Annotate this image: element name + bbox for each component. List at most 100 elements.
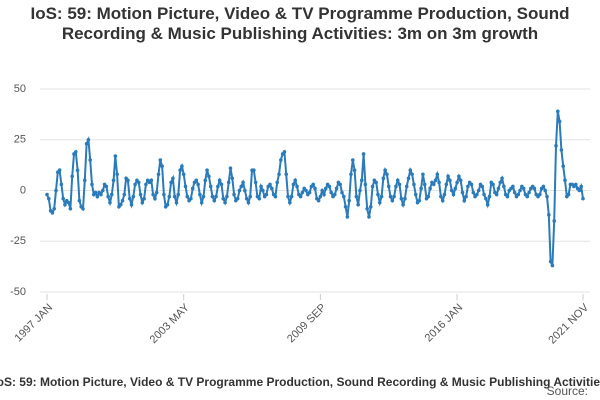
point — [421, 172, 425, 177]
point — [374, 180, 378, 185]
point — [115, 172, 119, 177]
point — [214, 194, 218, 199]
point — [412, 182, 416, 187]
point — [106, 194, 110, 199]
x-tick-label: 2016 JAN — [423, 302, 466, 345]
point — [241, 180, 245, 185]
point — [449, 188, 454, 193]
point — [113, 154, 118, 158]
point — [244, 196, 249, 201]
point — [487, 194, 492, 199]
point — [154, 190, 159, 195]
point — [500, 176, 504, 181]
point — [316, 198, 321, 203]
point — [158, 158, 163, 162]
point — [300, 190, 305, 195]
point — [343, 204, 348, 209]
point — [149, 178, 154, 183]
point — [295, 184, 299, 189]
point — [581, 196, 585, 201]
point — [579, 184, 584, 189]
point — [90, 182, 94, 187]
point — [178, 168, 182, 172]
point — [174, 200, 179, 205]
point — [340, 190, 344, 195]
point — [68, 206, 73, 211]
point — [118, 202, 123, 207]
point — [403, 196, 407, 201]
point — [153, 196, 157, 201]
point — [289, 194, 294, 199]
point — [183, 184, 188, 189]
point — [100, 188, 105, 193]
point — [282, 150, 287, 154]
point — [63, 202, 67, 207]
point — [223, 200, 227, 205]
point — [521, 186, 526, 191]
point — [151, 192, 155, 197]
point — [439, 194, 443, 199]
point — [226, 180, 231, 185]
point — [196, 182, 200, 187]
point — [494, 192, 499, 197]
point — [138, 192, 143, 197]
point — [217, 178, 222, 183]
point — [444, 182, 449, 187]
point — [431, 182, 436, 187]
point — [133, 182, 137, 187]
point — [88, 158, 92, 162]
point — [545, 194, 549, 199]
point — [440, 198, 445, 203]
point — [518, 188, 522, 193]
point — [395, 178, 400, 183]
point — [480, 184, 485, 189]
point — [46, 196, 51, 201]
point — [574, 182, 578, 187]
point — [198, 192, 202, 197]
point — [171, 176, 175, 181]
point — [419, 186, 423, 191]
point — [203, 178, 208, 183]
point — [370, 184, 375, 189]
point — [61, 196, 65, 201]
x-tick-label: 1997 JAN — [13, 302, 56, 345]
point — [246, 200, 251, 205]
point — [243, 188, 247, 193]
point — [291, 182, 296, 187]
point — [358, 188, 362, 193]
point — [257, 196, 262, 201]
point — [126, 178, 130, 183]
point — [172, 194, 177, 199]
y-tick-label: -25 — [10, 235, 26, 247]
point — [73, 150, 78, 154]
point — [181, 172, 186, 177]
point — [190, 186, 195, 191]
point — [392, 194, 396, 199]
point — [512, 190, 517, 195]
point — [230, 176, 235, 181]
point — [120, 198, 125, 203]
point — [127, 196, 132, 201]
point — [363, 182, 368, 187]
point — [54, 188, 58, 193]
point — [109, 192, 114, 197]
point — [559, 148, 564, 152]
point — [111, 178, 116, 183]
point — [279, 158, 283, 162]
point — [552, 219, 557, 223]
point — [208, 184, 213, 189]
point — [167, 194, 172, 199]
point — [293, 178, 298, 183]
point — [86, 137, 91, 142]
point — [318, 194, 323, 199]
point — [210, 194, 215, 199]
point — [142, 196, 146, 201]
point — [498, 180, 503, 185]
point — [491, 182, 495, 187]
point — [140, 200, 145, 205]
point — [156, 172, 161, 177]
point — [273, 194, 278, 199]
point — [538, 192, 542, 197]
point — [239, 184, 244, 189]
point — [270, 186, 274, 191]
